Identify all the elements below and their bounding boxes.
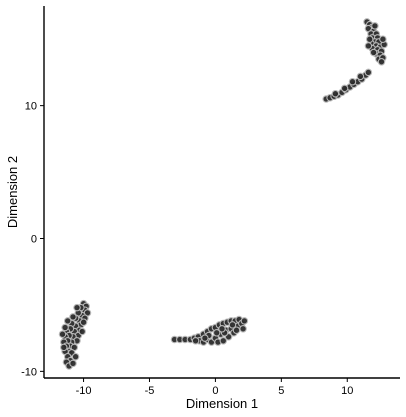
y-tick-label: 0 bbox=[31, 234, 37, 246]
data-point bbox=[369, 48, 378, 57]
axis-ticks: -10 -5 0 5 10 -10 0 10 bbox=[21, 101, 353, 397]
data-point bbox=[377, 58, 386, 66]
data-point bbox=[379, 35, 387, 43]
data-point bbox=[348, 77, 357, 86]
data-point bbox=[191, 337, 200, 345]
x-tick-label: 10 bbox=[341, 385, 353, 397]
data-point bbox=[78, 327, 86, 336]
data-point bbox=[331, 89, 340, 98]
x-tick-label: -10 bbox=[76, 385, 92, 397]
data-point bbox=[58, 330, 67, 338]
data-point bbox=[61, 323, 69, 332]
data-point bbox=[340, 84, 349, 93]
data-point bbox=[371, 22, 379, 30]
data-point bbox=[73, 303, 81, 312]
data-point bbox=[218, 325, 226, 333]
data-point bbox=[364, 42, 373, 50]
y-axis-title: Dimension 2 bbox=[5, 156, 20, 228]
x-tick-label: -5 bbox=[145, 385, 155, 397]
data-point bbox=[212, 329, 221, 337]
axes bbox=[43, 6, 400, 379]
data-point bbox=[219, 337, 228, 345]
data-point bbox=[63, 317, 72, 325]
y-tick-label: -10 bbox=[21, 366, 37, 378]
data-point bbox=[365, 35, 374, 43]
data-point bbox=[240, 317, 249, 325]
data-point bbox=[201, 334, 209, 342]
x-axis-title: Dimension 1 bbox=[186, 396, 258, 411]
x-tick-label: 0 bbox=[212, 385, 218, 397]
x-tick-label: 5 bbox=[278, 385, 284, 397]
data-point bbox=[239, 325, 247, 333]
data-point bbox=[356, 72, 365, 81]
data-point bbox=[228, 321, 237, 329]
data-point bbox=[232, 326, 241, 334]
data-point bbox=[69, 359, 77, 368]
data-point bbox=[71, 352, 80, 361]
y-tick-label: 10 bbox=[25, 101, 37, 113]
data-point bbox=[60, 343, 68, 352]
data-point bbox=[364, 68, 373, 77]
data-points bbox=[58, 18, 388, 370]
data-point bbox=[79, 318, 88, 326]
data-point bbox=[69, 313, 77, 321]
